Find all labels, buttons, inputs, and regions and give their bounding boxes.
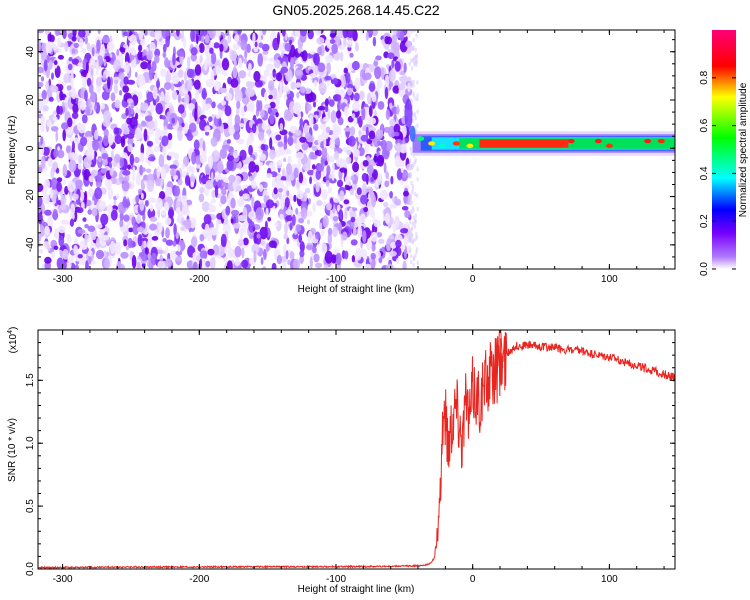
colorbar-gradient bbox=[712, 30, 736, 269]
spectrogram-ytick-label: 0 bbox=[25, 145, 36, 151]
spectrogram-xtick-label: -300 bbox=[53, 274, 73, 285]
snr-ytick-label: 0.0 bbox=[25, 562, 36, 576]
colorbar: 0.0 0.2 0.4 0.6 0.8 Normalized spectral ampl… bbox=[699, 30, 749, 276]
spectrogram-ytick-label: 40 bbox=[25, 46, 36, 58]
spectrogram-xlabel: Height of straight line (km) bbox=[298, 284, 415, 295]
snr-spike bbox=[496, 330, 504, 375]
spectrogram-ytick-label: -40 bbox=[25, 237, 36, 252]
spectrogram-xtick-label: 0 bbox=[470, 274, 476, 285]
spectrogram-ytick-label: -20 bbox=[25, 189, 36, 204]
spectrogram-ylabel: Frequency (Hz) bbox=[7, 116, 18, 185]
snr-ytick-label: 1.0 bbox=[25, 436, 36, 450]
spectrogram-xtick-label: -200 bbox=[189, 274, 209, 285]
colorbar-tick-label: 0.2 bbox=[699, 214, 710, 228]
snr-frame bbox=[37, 329, 676, 570]
snr-ylabel: SNR (10 * v/v) bbox=[7, 418, 18, 482]
snr-panel: -300 -200 -100 0 100 0.0 0.5 1.0 1.5 Height of … bbox=[7, 327, 676, 595]
snr-xtick-label: -100 bbox=[326, 574, 346, 585]
snr-ytick-label: 1.5 bbox=[25, 373, 36, 387]
colorbar-tick-label: 0.6 bbox=[699, 118, 710, 132]
spectrogram-ytick-label: 20 bbox=[25, 94, 36, 106]
colorbar-label: Normalized spectral amplitude bbox=[738, 82, 749, 217]
snr-ytick-label: 0.5 bbox=[25, 499, 36, 513]
colorbar-tick-label: 0.4 bbox=[699, 166, 710, 180]
snr-scale-label: (x104) bbox=[7, 327, 19, 354]
spectrogram-xtick-label: 100 bbox=[601, 274, 618, 285]
noise-texture bbox=[38, 30, 419, 269]
colorbar-tick-label: 0.8 bbox=[699, 70, 710, 84]
colorbar-tick-label: 0.0 bbox=[699, 262, 710, 276]
snr-xtick-label: -300 bbox=[53, 574, 73, 585]
spectrogram-frame bbox=[37, 29, 676, 270]
snr-xlabel: Height of straight line (km) bbox=[298, 584, 415, 595]
snr-series-line bbox=[38, 332, 675, 569]
chart-title: GN05.2025.268.14.45.C22 bbox=[272, 2, 440, 18]
snr-xtick-label: 100 bbox=[601, 574, 618, 585]
spectrogram-xtick-label: -100 bbox=[326, 274, 346, 285]
signal-band bbox=[404, 98, 675, 156]
snr-xtick-label: 0 bbox=[470, 574, 476, 585]
snr-xtick-label: -200 bbox=[189, 574, 209, 585]
